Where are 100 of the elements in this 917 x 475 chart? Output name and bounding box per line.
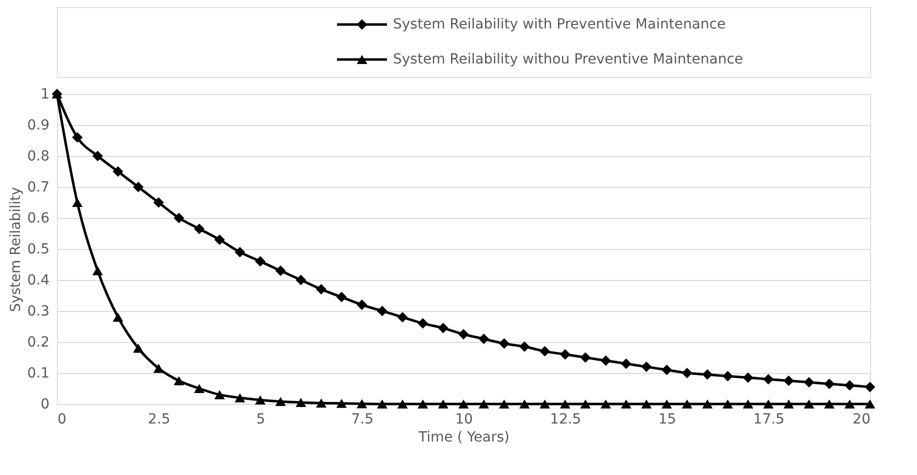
- y-tick-label: 0.2: [27, 334, 50, 350]
- point: [519, 399, 530, 409]
- point: [641, 399, 652, 409]
- point: [641, 362, 652, 372]
- point: [112, 312, 124, 322]
- point: [438, 399, 448, 409]
- point: [682, 368, 692, 378]
- point: [702, 399, 713, 409]
- point: [174, 212, 184, 224]
- point: [519, 341, 530, 352]
- x-tick-label: 20: [852, 412, 870, 428]
- point: [234, 393, 246, 402]
- point: [275, 265, 286, 276]
- point: [418, 399, 428, 409]
- point: [742, 399, 754, 409]
- y-tick-label: 0.6: [27, 210, 50, 226]
- point: [336, 292, 347, 302]
- point: [214, 390, 225, 400]
- point: [316, 398, 326, 408]
- legend-label: System Reilability with Preventive Maintenance: [393, 16, 726, 32]
- point: [214, 234, 225, 245]
- point: [580, 399, 591, 409]
- point: [194, 384, 205, 394]
- point: [702, 369, 713, 380]
- point: [296, 274, 306, 286]
- point: [580, 352, 591, 363]
- x-tick-label: 2.5: [148, 412, 170, 428]
- point: [783, 399, 794, 409]
- y-tick-label: 0.5: [27, 242, 50, 258]
- point: [620, 399, 632, 409]
- y-tick-label: 0: [40, 396, 50, 412]
- point: [458, 399, 469, 409]
- y-tick-label: 0.3: [27, 304, 50, 320]
- point: [763, 399, 774, 409]
- x-tick-label: 7.5: [351, 412, 374, 428]
- point: [336, 398, 347, 408]
- y-tick-label: 0.8: [27, 148, 50, 164]
- point: [174, 376, 184, 386]
- x-tick-label: 17.5: [753, 412, 784, 428]
- y-tick-label: 0.9: [27, 118, 50, 134]
- point: [560, 399, 570, 409]
- point: [600, 355, 612, 366]
- x-tick-label: 5: [256, 412, 266, 428]
- legend-label: System Reilability withou Preventive Maintenance: [393, 52, 744, 68]
- point: [662, 399, 672, 409]
- point: [620, 358, 632, 369]
- point: [397, 399, 408, 409]
- point: [804, 377, 814, 388]
- x-tick-label: 0: [58, 412, 66, 428]
- point: [92, 150, 103, 162]
- point: [742, 372, 754, 383]
- point: [255, 256, 266, 267]
- point: [418, 318, 428, 329]
- point: [498, 338, 510, 349]
- point: [376, 306, 388, 316]
- point: [72, 132, 83, 143]
- point: [133, 182, 144, 192]
- x-axis-title: Time ( Years): [417, 430, 510, 446]
- y-tick-label: 0.1: [27, 366, 50, 382]
- x-tick-label: 10: [455, 412, 473, 428]
- point: [112, 166, 124, 177]
- point: [397, 312, 408, 322]
- point: [275, 396, 286, 406]
- point: [153, 197, 164, 208]
- point: [560, 349, 570, 360]
- point: [763, 374, 774, 384]
- point: [864, 382, 876, 392]
- point: [498, 399, 510, 409]
- point: [376, 399, 388, 409]
- point: [600, 399, 612, 409]
- point: [722, 399, 733, 409]
- point: [844, 380, 855, 391]
- point: [438, 322, 448, 334]
- x-tick-label: 12.5: [550, 412, 582, 428]
- y-axis-title: System Reilability: [8, 186, 24, 312]
- point: [92, 266, 103, 276]
- point: [356, 399, 368, 408]
- point: [844, 399, 855, 409]
- point: [864, 399, 876, 409]
- point: [824, 378, 835, 390]
- point: [783, 376, 794, 386]
- point: [824, 399, 835, 409]
- point: [153, 364, 164, 373]
- y-tick-label: 1: [40, 86, 50, 102]
- point: [682, 399, 692, 409]
- point: [316, 284, 326, 295]
- point: [478, 334, 490, 344]
- x-tick-label: 15: [658, 412, 676, 428]
- point: [722, 370, 733, 382]
- point: [255, 395, 266, 405]
- point: [478, 399, 490, 409]
- point: [296, 398, 306, 407]
- point: [194, 224, 205, 234]
- point: [133, 344, 144, 353]
- point: [356, 300, 368, 310]
- point: [804, 399, 814, 409]
- point: [458, 329, 469, 340]
- point: [72, 198, 83, 208]
- y-tick-label: 0.4: [27, 272, 50, 288]
- point: [234, 246, 246, 258]
